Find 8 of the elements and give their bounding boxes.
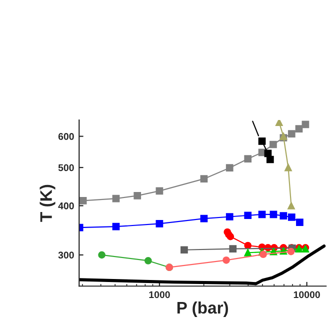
x-axis-title: P (bar)	[177, 301, 228, 317]
x-tick-label: 1000	[149, 291, 170, 298]
y-axis-title: T (K)	[40, 184, 56, 222]
y-tick-label: 600	[58, 133, 74, 140]
y-tick-label: 300	[58, 252, 74, 259]
y-tick-label: 500	[58, 164, 74, 172]
x-tick-label: 10000	[294, 291, 320, 298]
y-tick-label: 400	[58, 202, 74, 210]
